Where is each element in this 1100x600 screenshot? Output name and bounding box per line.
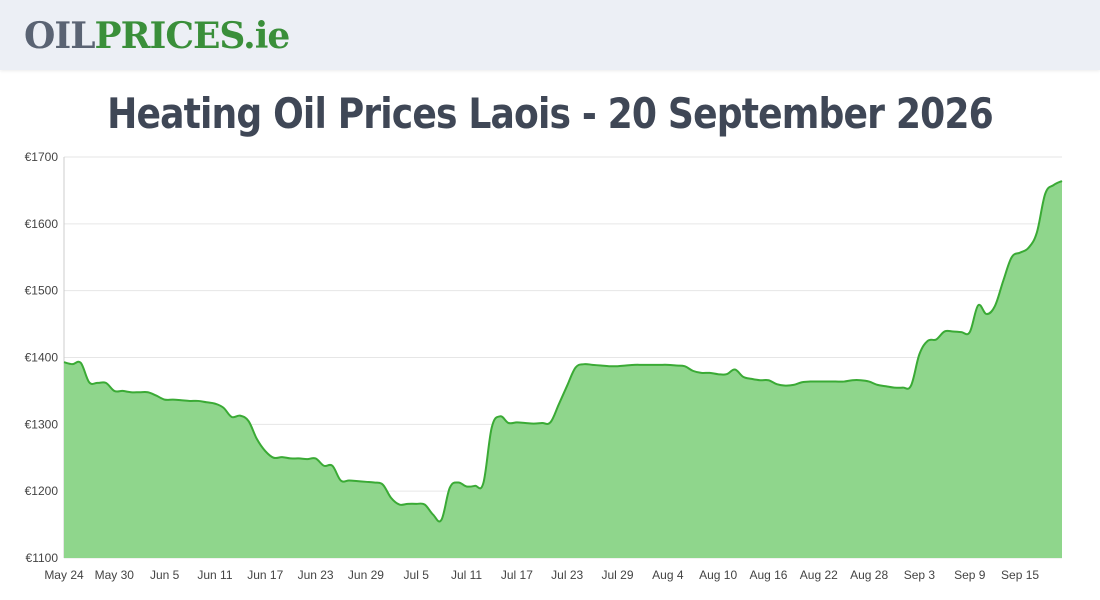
y-tick-label: €1100 xyxy=(26,551,59,565)
logo-text-ie: .ie xyxy=(243,15,290,57)
price-line xyxy=(63,180,1063,523)
chart-axes: €1100 €1200 €1300 €1400 €1500 €1600 €1700 May 2… xyxy=(25,150,1040,582)
x-tick-label: Jul 5 xyxy=(404,568,430,582)
y-tick-label: €1600 xyxy=(25,217,59,231)
x-tick-label: Sep 9 xyxy=(954,568,986,582)
site-header: OILPRICES.ie xyxy=(0,0,1100,70)
y-tick-label: €1400 xyxy=(25,351,59,365)
x-tick-label: Jul 23 xyxy=(551,568,583,582)
x-tick-label: Aug 28 xyxy=(850,568,888,582)
x-tick-label: Jul 29 xyxy=(601,568,633,582)
x-tick-label: Jun 29 xyxy=(348,568,384,582)
y-tick-label: €1700 xyxy=(25,150,59,164)
price-area xyxy=(64,181,1062,558)
x-tick-label: May 30 xyxy=(95,568,135,582)
page-title: Heating Oil Prices Laois - 20 September … xyxy=(107,89,994,138)
y-tick-label: €1300 xyxy=(25,417,59,431)
x-tick-label: May 24 xyxy=(44,568,84,582)
x-tick-label: Jun 11 xyxy=(197,568,232,582)
logo-text-oil: OIL xyxy=(24,15,96,57)
x-tick-label: Sep 15 xyxy=(1001,568,1039,582)
site-logo[interactable]: OILPRICES.ie xyxy=(24,14,290,58)
x-tick-label: Aug 4 xyxy=(652,568,684,582)
y-tick-label: €1500 xyxy=(25,284,59,298)
x-tick-label: Sep 3 xyxy=(904,568,936,582)
x-tick-label: Aug 16 xyxy=(749,568,787,582)
x-tick-label: Jun 23 xyxy=(298,568,334,582)
y-tick-label: €1200 xyxy=(25,484,59,498)
x-tick-label: Jul 11 xyxy=(451,568,482,582)
x-tick-label: Jun 5 xyxy=(150,568,180,582)
logo-text-prices: PRICES xyxy=(94,15,245,57)
x-tick-label: Jun 17 xyxy=(247,568,283,582)
x-tick-label: Jul 17 xyxy=(501,568,533,582)
x-tick-label: Aug 22 xyxy=(800,568,838,582)
x-tick-label: Aug 10 xyxy=(699,568,737,582)
